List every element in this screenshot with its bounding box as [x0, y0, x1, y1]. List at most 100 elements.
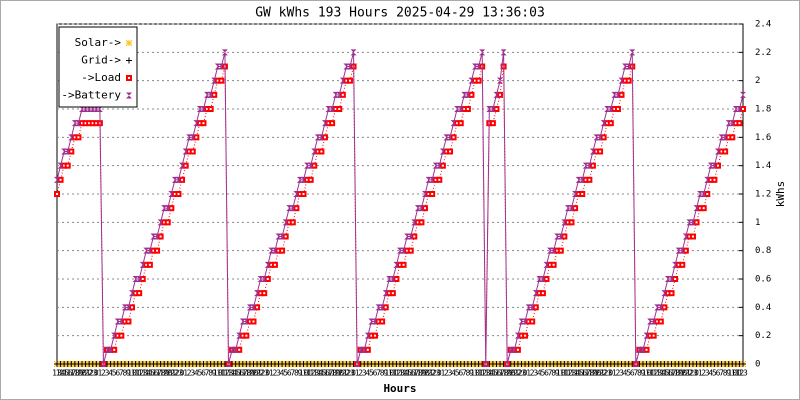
marker-hourglass: [522, 318, 529, 325]
data-point: [418, 205, 425, 212]
data-point: [736, 106, 743, 112]
data-point: [161, 219, 168, 226]
data-point: [304, 176, 311, 183]
x-tick-label: 7: [119, 369, 124, 378]
x-tick-label: 18: [242, 369, 252, 378]
marker-hourglass: [264, 261, 271, 268]
marker-hourglass: [300, 176, 307, 183]
x-tick-label: 1: [440, 369, 445, 378]
marker-hourglass: [386, 276, 393, 282]
marker-hourglass: [447, 134, 454, 141]
data-point: [75, 134, 82, 141]
marker-hourglass: [439, 148, 446, 155]
data-point: [268, 247, 275, 254]
data-point: [707, 162, 714, 169]
data-point: [654, 304, 661, 311]
marker-dot: [166, 221, 169, 224]
data-point: [82, 120, 89, 127]
marker-dot: [413, 235, 416, 238]
data-point: [714, 162, 721, 169]
marker-dot: [731, 136, 734, 139]
data-point: [414, 205, 421, 212]
data-point: [672, 261, 679, 268]
x-tick-label: 22: [599, 369, 609, 378]
legend: Solar-> Grid-> ->Load ->Battery: [58, 26, 138, 108]
data-point: [439, 148, 446, 155]
x-tick-label: 8: [380, 369, 385, 378]
marker-hourglass: [357, 346, 364, 353]
marker-dot: [556, 249, 559, 252]
data-point: [300, 176, 307, 183]
marker-hourglass: [689, 219, 696, 226]
marker-dot: [131, 306, 134, 309]
data-point: [561, 233, 568, 240]
data-point: [114, 332, 121, 339]
marker-hourglass: [672, 261, 679, 268]
marker-hourglass: [336, 91, 343, 98]
x-tick-label: 17: [495, 369, 505, 378]
data-point: [121, 304, 128, 311]
data-point: [368, 318, 375, 325]
x-tick-label: 2: [701, 369, 706, 378]
data-point: [568, 205, 575, 212]
data-point: [625, 63, 632, 70]
data-point: [647, 318, 654, 325]
marker-dot: [516, 348, 519, 351]
data-point: [668, 276, 675, 282]
marker-dot: [684, 249, 687, 252]
marker-hourglass: [314, 134, 321, 141]
marker-dot: [495, 108, 498, 110]
marker-dot: [77, 136, 80, 139]
marker-dot: [449, 150, 452, 153]
marker-dot: [399, 263, 401, 266]
data-point: [189, 148, 196, 155]
x-tick-label: 3: [105, 369, 110, 378]
marker-hourglass: [457, 106, 464, 112]
data-point: [407, 233, 414, 240]
data-point: [168, 191, 175, 197]
x-tick-label: 1: [97, 369, 102, 378]
marker-dot: [545, 278, 548, 280]
x-tick-label: 13: [138, 369, 148, 378]
x-tick-label: 9: [469, 369, 474, 378]
data-point: [64, 148, 71, 155]
x-tick-label: 21: [510, 369, 520, 378]
x-tick-label: 13: [309, 369, 319, 378]
x-tick-label: 8: [637, 369, 642, 378]
data-point: [500, 49, 507, 56]
x-tick-label: 14: [485, 369, 495, 378]
x-tick-label: 13: [395, 369, 405, 378]
y-tick-label: 0: [755, 360, 760, 370]
marker-hourglass: [486, 106, 493, 112]
data-point: [286, 219, 293, 226]
marker-dot: [309, 178, 312, 181]
marker-dot: [156, 249, 159, 252]
x-tick-label: 20: [163, 369, 173, 378]
data-point: [629, 49, 636, 56]
x-tick-label: 22: [170, 369, 180, 378]
marker-hourglass: [364, 332, 371, 339]
data-point: [186, 134, 193, 141]
marker-hourglass: [489, 106, 496, 112]
x-tick-label: 4: [108, 369, 113, 378]
data-point: [475, 63, 482, 70]
marker-hourglass: [729, 120, 736, 127]
data-point: [175, 176, 182, 183]
data-point: [150, 247, 157, 254]
x-tick-label: 22: [256, 369, 266, 378]
marker-hourglass: [411, 219, 418, 226]
x-tick-label: 6: [630, 369, 635, 378]
x-tick-label: 10: [213, 369, 223, 378]
data-point: [454, 106, 461, 112]
data-point: [579, 191, 586, 197]
marker-hourglass: [539, 276, 546, 282]
marker-dot: [213, 93, 216, 96]
data-point: [397, 261, 403, 268]
marker-hourglass: [318, 134, 325, 141]
data-point: [675, 261, 682, 268]
data-point: [740, 91, 746, 98]
marker-hourglass: [54, 176, 60, 183]
marker-dot: [177, 193, 180, 195]
x-tick-label: 9: [726, 369, 731, 378]
data-point: [214, 63, 221, 70]
